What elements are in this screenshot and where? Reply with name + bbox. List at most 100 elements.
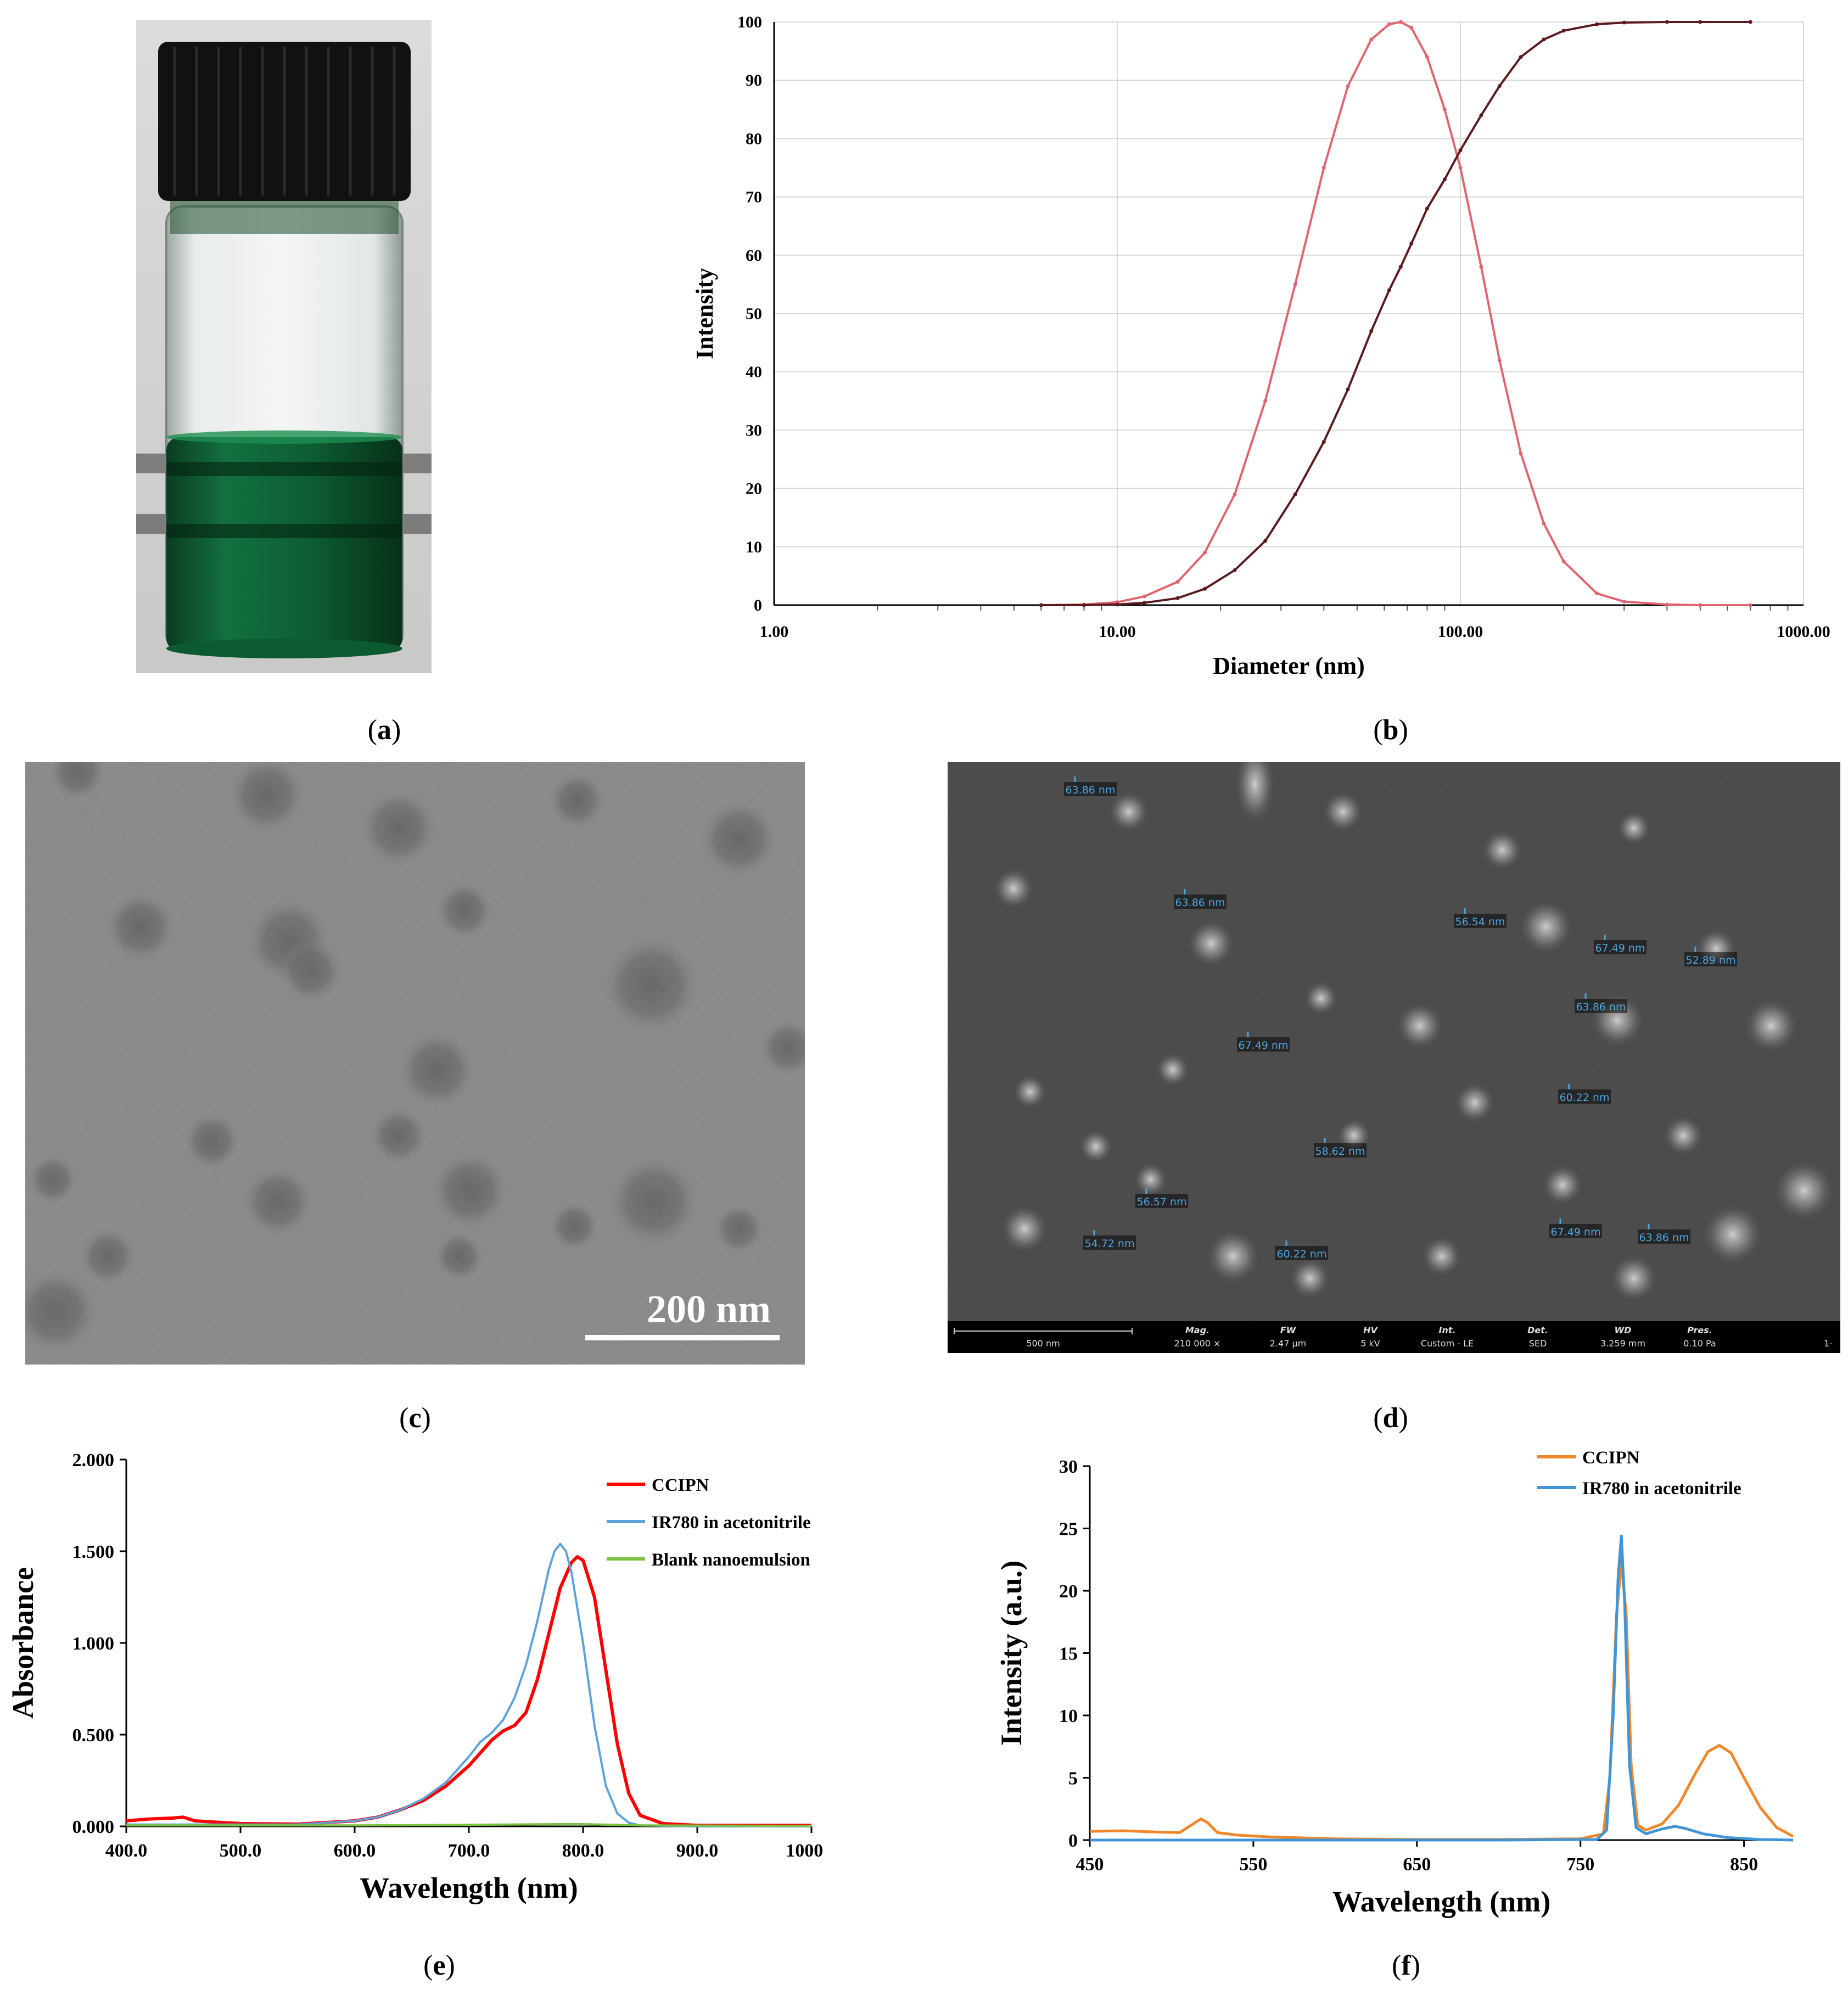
sem-measurement: 58.62 nm [1314, 1138, 1367, 1158]
data-point [1387, 22, 1391, 26]
data-point [1175, 580, 1180, 584]
sem-scale-text: 500 nm [1026, 1338, 1060, 1349]
x-tick-label: 1000.00 [1777, 623, 1830, 641]
data-point [1497, 84, 1502, 88]
x-tick-label: 1000.0 [786, 1841, 824, 1861]
sem-measurement-label: 60.22 nm [1277, 1248, 1327, 1260]
sem-measurement-label: 54.72 nm [1085, 1238, 1135, 1250]
series-line [126, 1542, 811, 1827]
series-line [1041, 21, 1751, 606]
tem-image: 200 nm [25, 762, 805, 1365]
data-point [1369, 329, 1374, 333]
series-line [126, 1823, 812, 1827]
sem-measurement-label: 63.86 nm [1066, 784, 1116, 796]
y-axis-label: Intensity [691, 268, 718, 359]
x-tick-label: 100.00 [1438, 623, 1483, 641]
data-point [1622, 600, 1626, 604]
sem-info-header: Int. [1438, 1325, 1455, 1335]
data-point [1748, 20, 1752, 24]
y-tick-label: 40 [746, 363, 762, 381]
data-point [1561, 559, 1566, 563]
data-point [1409, 242, 1414, 246]
data-point [1233, 568, 1237, 572]
sem-measurement: 56.54 nm [1454, 908, 1507, 928]
data-point [1698, 603, 1703, 607]
x-tick-label: 850 [1730, 1854, 1758, 1875]
data-point [1293, 492, 1297, 496]
sem-info-header: Pres. [1687, 1325, 1712, 1335]
data-point [1409, 26, 1414, 30]
x-tick-label: 450 [1076, 1854, 1104, 1875]
x-tick-label: 600.0 [334, 1841, 376, 1861]
caption-e: (e) [423, 1950, 455, 1981]
x-axis-label: Wavelength (nm) [360, 1871, 578, 1904]
data-point [1542, 37, 1546, 42]
series-line [1090, 1534, 1794, 1842]
y-tick-label: 0 [754, 596, 762, 614]
x-tick-label: 900.0 [676, 1841, 719, 1861]
sem-info-value: 0.10 Pa [1683, 1338, 1716, 1349]
y-tick-label: 15 [1059, 1644, 1078, 1664]
y-tick-label: 10 [1059, 1706, 1078, 1726]
y-axis-label: Absorbance [7, 1567, 40, 1719]
sem-measurement: 60.22 nm [1275, 1240, 1328, 1260]
data-point [1665, 602, 1669, 607]
data-point [1387, 288, 1391, 293]
data-point [1263, 399, 1268, 403]
caption-c: (c) [399, 1402, 431, 1434]
data-point [1082, 603, 1086, 607]
sem-measurement: 63.86 nm [1064, 776, 1117, 796]
data-point [1479, 113, 1483, 118]
data-point [1458, 166, 1463, 170]
caption-d: (d) [1373, 1402, 1408, 1434]
y-tick-label: 30 [746, 421, 762, 439]
fluorescence-chart: 0 5 10 15 20 25 30 450 550 650 750 850 CCIPN IR780 in… [988, 1439, 1848, 1922]
data-point [1321, 166, 1326, 170]
data-point [1442, 177, 1447, 182]
data-point [1665, 20, 1669, 24]
data-point [1175, 596, 1180, 600]
y-axis-label: Intensity (a.u.) [995, 1561, 1028, 1746]
x-tick-label: 10.00 [1099, 623, 1136, 641]
absorbance-chart: 0.000 0.500 1.000 1.500 2.000 400.0 500.0 600.0… [0, 1439, 837, 1922]
sem-measurement: 54.72 nm [1083, 1230, 1136, 1250]
sem-measurement-label: 56.54 nm [1455, 916, 1505, 928]
sem-measurement-label: 52.89 nm [1686, 954, 1736, 966]
legend-label: IR780 in acetonitrile [1582, 1479, 1741, 1499]
data-point [1346, 387, 1350, 392]
series-line [1041, 20, 1751, 606]
y-tick-label: 20 [746, 480, 762, 498]
x-tick-label: 650 [1403, 1854, 1431, 1875]
series-line [1089, 1561, 1794, 1841]
y-tick-label: 5 [1068, 1769, 1078, 1789]
series-line [126, 1555, 811, 1827]
data-point [1425, 206, 1429, 211]
data-point [1203, 586, 1207, 591]
sem-measurement-label: 63.86 nm [1639, 1232, 1689, 1244]
y-tick-label: 90 [746, 71, 762, 90]
sem-info-bar [948, 1321, 1840, 1353]
data-point [1398, 265, 1403, 269]
data-point [1346, 84, 1350, 88]
sem-measurement: 67.49 nm [1594, 935, 1647, 954]
y-tick-label: 20 [1059, 1581, 1078, 1602]
sem-info-header: WD [1615, 1325, 1632, 1335]
caption-f: (f) [1392, 1950, 1420, 1981]
sem-measurement-label: 56.57 nm [1137, 1196, 1187, 1208]
data-point [1519, 55, 1523, 59]
y-tick-label: 1.500 [72, 1542, 115, 1562]
x-axis-label: Diameter (nm) [1213, 652, 1365, 679]
data-point [1542, 521, 1546, 525]
legend-label: CCIPN [652, 1475, 709, 1495]
sem-info-value: 210 000 × [1174, 1338, 1221, 1349]
sem-measurement-label: 63.86 nm [1576, 1001, 1626, 1013]
data-point [1039, 603, 1043, 607]
tem-scale-bar [585, 1335, 780, 1340]
sem-measurement-label: 67.49 nm [1551, 1226, 1601, 1238]
sem-info-tail: 1- [1824, 1338, 1833, 1349]
y-tick-label: 60 [746, 247, 762, 265]
data-point [1321, 440, 1326, 444]
x-tick-label: 800.0 [562, 1841, 604, 1861]
caption-a: (a) [367, 714, 401, 746]
data-point [1748, 603, 1752, 607]
